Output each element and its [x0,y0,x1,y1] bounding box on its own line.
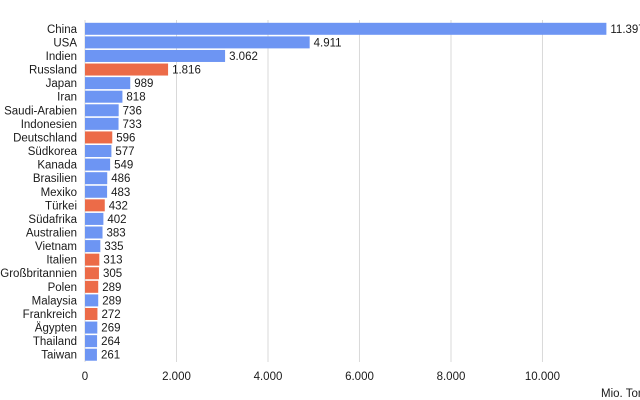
value-label: 11.397 [610,24,640,36]
value-label: 289 [102,282,121,294]
x-tick-label: 6.000 [345,371,374,383]
category-label: Indonesien [21,119,77,131]
value-label: 402 [107,214,126,226]
bar [85,185,108,198]
tick-layer: 0 2.000 4.000 6.000 8.000 10.000 [82,371,560,383]
bar [85,321,98,334]
bar [85,22,607,35]
x-tick-label: 10.000 [525,371,560,383]
value-label: 736 [123,105,142,117]
value-label: 272 [101,309,120,321]
value-label: 269 [101,323,120,335]
bar [85,226,103,239]
x-tick-label: 8.000 [437,371,466,383]
value-label: 989 [134,78,153,90]
category-label: Südafrika [28,214,77,226]
category-label: Frankreich [23,309,77,321]
bar [85,253,100,266]
value-label: 577 [115,146,134,158]
value-label: 305 [103,268,122,280]
value-label: 818 [126,92,145,104]
category-label: Saudi-Arabien [4,105,77,117]
category-label: Taiwan [41,350,77,362]
bar [85,117,119,130]
category-label: Thailand [33,336,77,348]
category-label: Deutschland [13,132,77,144]
category-label: Südkorea [28,146,78,158]
bar [85,49,226,62]
category-label: Australien [26,228,77,240]
category-label: Japan [46,78,77,90]
category-label: USA [53,37,77,49]
bar-layer [85,22,607,361]
bar [85,240,101,253]
value-label: 1.816 [172,65,201,77]
category-label: Iran [57,92,77,104]
category-label: Großbritannien [0,268,77,280]
x-tick-label: 4.000 [254,371,283,383]
label-layer: China 11.397 USA 4.911 Indien 3.062 Russland 1.… [0,24,640,362]
value-label: 261 [101,350,120,362]
bar [85,158,111,171]
bar [85,294,99,307]
bar [85,131,113,144]
value-label: 289 [102,295,121,307]
category-label: Türkei [45,200,77,212]
bar [85,212,104,225]
value-label: 313 [103,255,122,267]
bar [85,280,99,293]
x-tick-label: 2.000 [162,371,191,383]
bar [85,307,98,320]
value-label: 733 [123,119,142,131]
category-label: Mexiko [41,187,77,199]
category-label: Polen [48,282,77,294]
category-label: Malaysia [32,295,78,307]
category-label: Vietnam [35,241,77,253]
category-label: Indien [46,51,77,63]
category-label: Russland [29,65,77,77]
bar [85,145,112,158]
value-label: 483 [111,187,130,199]
value-label: 596 [116,132,135,144]
bar [85,36,310,49]
category-label: China [47,24,78,36]
category-label: Kanada [37,160,77,172]
category-label: Italien [46,255,77,267]
bar [85,63,169,76]
bar [85,104,119,117]
value-label: 383 [107,228,126,240]
bar [85,172,108,185]
x-tick-label: 0 [82,371,88,383]
bar [85,77,131,90]
category-label: Brasilien [33,173,77,185]
value-label: 335 [104,241,123,253]
value-label: 4.911 [314,37,342,49]
value-label: 264 [101,336,121,348]
x-axis-unit-label: Mio. Tonnen [601,388,640,400]
value-label: 3.062 [229,51,258,63]
bar [85,348,97,361]
value-label: 486 [111,173,130,185]
bar [85,199,105,212]
bar [85,267,99,280]
category-label: Ägypten [35,323,77,335]
value-label: 549 [114,160,133,172]
value-label: 432 [109,200,128,212]
bar [85,90,123,103]
bar [85,335,98,348]
